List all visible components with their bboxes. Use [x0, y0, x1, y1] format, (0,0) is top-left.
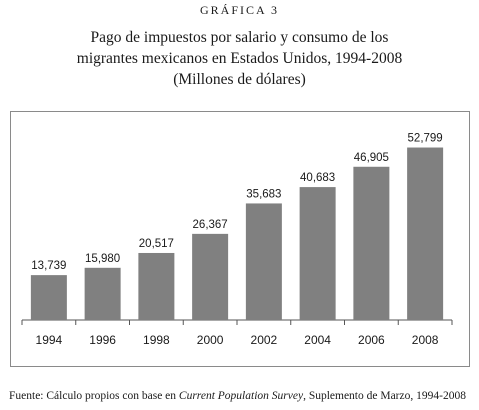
- bar-2004: [299, 187, 336, 320]
- data-label-2006: 46,905: [354, 152, 389, 164]
- chart-frame: [10, 111, 470, 367]
- x-tick-label-1996: 1996: [89, 333, 116, 347]
- data-label-2008: 52,799: [408, 133, 443, 145]
- data-label-2002: 35,683: [246, 188, 281, 200]
- bar-1994: [30, 275, 67, 320]
- bar-2008: [407, 147, 444, 320]
- chart-title-block: Pago de impuestos por salario y consumo …: [0, 27, 479, 90]
- x-tick-label-2002: 2002: [251, 333, 278, 347]
- x-tick-label-1998: 1998: [143, 333, 170, 347]
- source-note: Fuente: Cálculo propios con base en Curr…: [9, 390, 466, 402]
- x-tick-label-1994: 1994: [36, 333, 63, 347]
- bar-1998: [138, 252, 175, 320]
- data-label-1994: 13,739: [31, 260, 66, 272]
- data-label-2004: 40,683: [300, 172, 335, 184]
- bar-2000: [192, 233, 229, 320]
- x-tick-label-2000: 2000: [197, 333, 224, 347]
- bar-2002: [245, 203, 282, 320]
- chart-subtitle: (Millones de dólares): [173, 71, 306, 88]
- source-suffix: , Suplemento de Marzo, 1994-2008: [303, 390, 466, 402]
- data-label-2000: 26,367: [193, 219, 228, 231]
- x-tick-label-2008: 2008: [412, 333, 439, 347]
- bar-2006: [353, 166, 390, 320]
- data-label-1996: 15,980: [85, 253, 120, 265]
- source-prefix: Fuente: Cálculo propios con base en: [9, 390, 179, 402]
- data-label-1998: 20,517: [139, 238, 174, 250]
- chart-kicker: GRÁFICA 3: [199, 3, 279, 17]
- source-italic: Current Population Survey: [178, 390, 304, 402]
- bar-1996: [84, 267, 121, 320]
- x-tick-label-2006: 2006: [358, 333, 385, 347]
- chart-title: Pago de impuestos por salario y consumo …: [76, 29, 403, 67]
- x-tick-label-2004: 2004: [304, 333, 331, 347]
